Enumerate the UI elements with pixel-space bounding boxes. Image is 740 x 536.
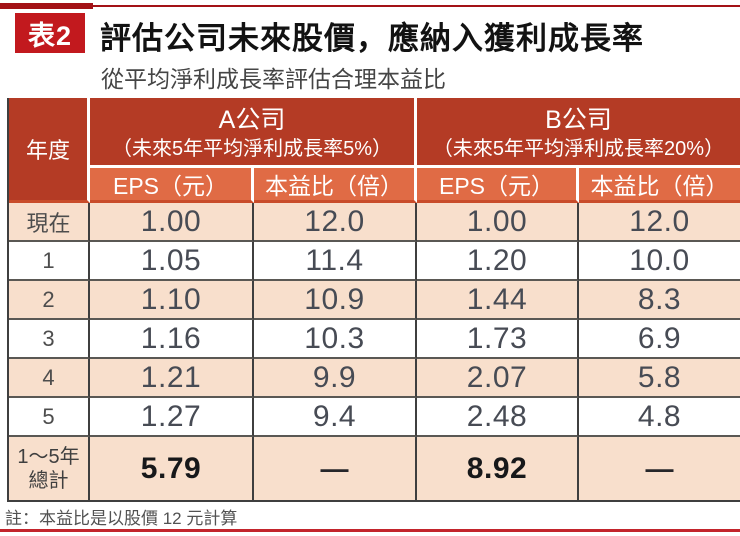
- table-cell-a-eps: 1.16: [90, 320, 254, 359]
- table-cell-b-per: 12.0: [579, 203, 740, 242]
- table-cell-b-eps: 1.20: [417, 242, 579, 281]
- total-a-eps: 5.79: [90, 437, 254, 500]
- table-cell-a-per: 10.3: [254, 320, 417, 359]
- subheader-b-per: 本益比（倍）: [579, 168, 740, 203]
- table-cell-a-eps: 1.27: [90, 398, 254, 437]
- table-cell-a-eps: 1.10: [90, 281, 254, 320]
- table-row-year: 1: [9, 242, 90, 281]
- table-number-badge: 表2: [15, 13, 85, 53]
- subheader-a-eps: EPS（元）: [90, 168, 254, 203]
- total-a-per-dash: —: [254, 437, 417, 500]
- company-b-growth-desc: （未來5年平均淨利成長率20%）: [432, 137, 725, 160]
- table-row-year: 現在: [9, 203, 90, 242]
- table-cell-a-per: 9.9: [254, 359, 417, 398]
- table-cell-a-per: 11.4: [254, 242, 417, 281]
- table-cell-a-per: 12.0: [254, 203, 417, 242]
- comparison-table: 年度 A公司 （未來5年平均淨利成長率5%） B公司 （未來5年平均淨利成長率2…: [7, 98, 740, 502]
- table-cell-b-per: 6.9: [579, 320, 740, 359]
- company-a-header: A公司 （未來5年平均淨利成長率5%）: [90, 98, 417, 168]
- company-a-growth-desc: （未來5年平均淨利成長率5%）: [111, 137, 393, 160]
- table-cell-b-eps: 2.48: [417, 398, 579, 437]
- footnote: 註：本益比是以股價 12 元計算: [5, 509, 238, 528]
- top-rule-thin: [93, 5, 740, 7]
- total-b-eps: 8.92: [417, 437, 579, 500]
- page-subtitle: 從平均淨利成長率評估合理本益比: [101, 66, 446, 92]
- table-cell-a-eps: 1.00: [90, 203, 254, 242]
- company-b-name: B公司: [545, 106, 612, 135]
- table-cell-a-eps: 1.21: [90, 359, 254, 398]
- table-row-year: 3: [9, 320, 90, 359]
- table-row-year: 2: [9, 281, 90, 320]
- total-b-per-dash: —: [579, 437, 740, 500]
- table-cell-a-per: 10.9: [254, 281, 417, 320]
- table-cell-b-per: 5.8: [579, 359, 740, 398]
- table-cell-b-per: 4.8: [579, 398, 740, 437]
- table-row-year: 5: [9, 398, 90, 437]
- year-column-header: 年度: [9, 98, 90, 203]
- bottom-rule: [0, 529, 740, 532]
- subheader-a-per: 本益比（倍）: [254, 168, 417, 203]
- table-cell-b-eps: 1.00: [417, 203, 579, 242]
- table-cell-b-eps: 1.73: [417, 320, 579, 359]
- table-cell-a-per: 9.4: [254, 398, 417, 437]
- company-a-name: A公司: [218, 106, 286, 135]
- total-label-line2: 總計: [28, 469, 69, 492]
- top-rule-thick: [0, 3, 93, 9]
- table-row-year: 4: [9, 359, 90, 398]
- company-b-header: B公司 （未來5年平均淨利成長率20%）: [417, 98, 740, 168]
- table-cell-b-eps: 2.07: [417, 359, 579, 398]
- table-cell-b-per: 8.3: [579, 281, 740, 320]
- table-cell-a-eps: 1.05: [90, 242, 254, 281]
- table-cell-b-eps: 1.44: [417, 281, 579, 320]
- total-row-label: 1～5年 總計: [9, 437, 90, 500]
- subheader-b-eps: EPS（元）: [417, 168, 579, 203]
- total-label-line1: 1～5年: [17, 445, 80, 468]
- table-cell-b-per: 10.0: [579, 242, 740, 281]
- page-title: 評估公司未來股價，應納入獲利成長率: [100, 21, 644, 56]
